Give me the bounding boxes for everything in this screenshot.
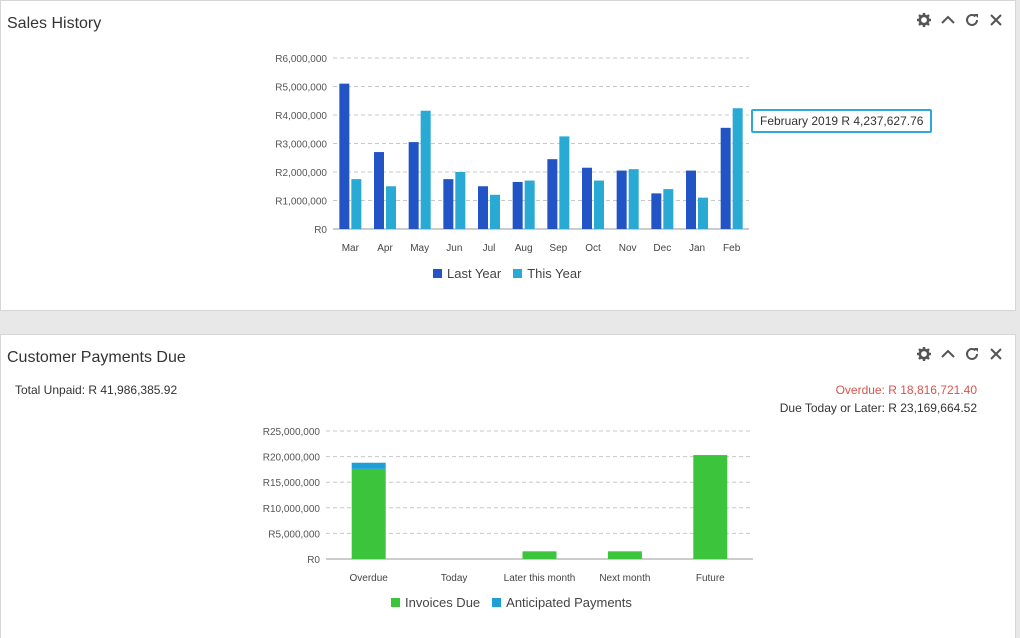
x-tick-label: Nov — [619, 243, 637, 254]
bar-this-year — [594, 180, 604, 229]
legend-item-this-year[interactable]: This Year — [513, 266, 581, 281]
close-icon[interactable] — [987, 11, 1005, 29]
bar-this-year — [524, 180, 535, 229]
x-tick-label: Future — [696, 573, 725, 584]
y-tick-label: R4,000,000 — [275, 111, 327, 122]
bar-last-year — [512, 181, 523, 229]
chart-tooltip: February 2019 R 4,237,627.76 — [751, 109, 933, 133]
x-tick-label: Overdue — [350, 573, 389, 584]
y-tick-label: R5,000,000 — [275, 83, 327, 94]
total-unpaid: Total Unpaid: R 41,986,385.92 — [15, 383, 178, 397]
x-tick-label: Jan — [689, 243, 705, 254]
bar-this-year — [490, 194, 500, 229]
legend-label: Last Year — [447, 266, 502, 281]
sales-history-panel: Sales History R0 R1,000,000 R2,000,000 R3,0… — [0, 0, 1016, 311]
y-tick-label: R0 — [307, 555, 320, 566]
bar-this-year — [386, 186, 396, 229]
bar-last-year — [616, 170, 627, 229]
x-tick-label: Mar — [342, 243, 360, 254]
x-tick-label: Dec — [653, 243, 671, 254]
panel-title: Customer Payments Due — [7, 349, 186, 366]
x-tick-label: May — [410, 243, 429, 254]
refresh-icon[interactable] — [963, 11, 981, 29]
panel-title: Sales History — [7, 15, 102, 32]
y-tick-label: R1,000,000 — [275, 197, 327, 208]
bar-this-year — [628, 169, 639, 229]
gear-icon[interactable] — [915, 11, 933, 29]
panel-tools — [915, 345, 1005, 363]
legend-label: Anticipated Payments — [506, 595, 632, 610]
bar-this-year — [559, 136, 570, 229]
legend-label: Invoices Due — [405, 595, 481, 610]
bar-this-year — [698, 197, 708, 229]
legend-swatch — [492, 598, 502, 607]
x-tick-label: Sep — [549, 243, 567, 254]
y-tick-label: R5,000,000 — [268, 529, 320, 540]
x-tick-label: Later this month — [504, 573, 576, 584]
chevron-up-icon[interactable] — [939, 345, 957, 363]
bar-last-year — [408, 142, 419, 229]
y-tick-label: R15,000,000 — [263, 478, 321, 489]
bar-last-year — [478, 186, 488, 229]
legend-swatch — [513, 269, 523, 278]
x-tick-label: Today — [441, 573, 468, 584]
bar-this-year — [663, 189, 674, 229]
x-tick-label: Jun — [446, 243, 462, 254]
y-tick-label: R0 — [314, 225, 327, 236]
x-tick-label: Aug — [515, 243, 533, 254]
legend-item-invoices-due[interactable]: Invoices Due — [391, 595, 480, 610]
legend-swatch — [433, 269, 442, 278]
chevron-up-icon[interactable] — [939, 11, 957, 29]
bar-last-year — [582, 167, 592, 229]
legend-item-last-year[interactable]: Last Year — [433, 266, 501, 281]
payments-legend: Invoices Due Anticipated Payments — [391, 595, 632, 610]
refresh-icon[interactable] — [963, 345, 981, 363]
x-tick-label: Next month — [599, 573, 650, 584]
x-tick-label: Feb — [723, 243, 741, 254]
bar-anticipated-payments — [351, 462, 386, 469]
legend-item-anticipated-payments[interactable]: Anticipated Payments — [492, 595, 632, 610]
bar-last-year — [374, 152, 384, 229]
bar-last-year — [720, 127, 731, 229]
bar-invoices-due — [607, 551, 642, 559]
legend-label: This Year — [527, 266, 582, 281]
bar-last-year — [547, 159, 558, 229]
due-later-total: Due Today or Later: R 23,169,664.52 — [779, 401, 977, 415]
gear-icon[interactable] — [915, 345, 933, 363]
y-tick-label: R3,000,000 — [275, 140, 327, 151]
bar-last-year — [443, 179, 454, 229]
customer-payments-chart: R0 R5,000,000 R10,000,000 R15,000,000 R20,00… — [263, 427, 753, 584]
x-tick-label: Jul — [483, 243, 496, 254]
panel-tools — [915, 11, 1005, 29]
bar-invoices-due — [522, 551, 557, 559]
bar-this-year — [420, 110, 431, 229]
bar-last-year — [651, 193, 662, 229]
overdue-total: Overdue: R 18,816,721.40 — [835, 383, 977, 397]
x-tick-label: Apr — [377, 243, 393, 254]
bar-this-year — [732, 108, 743, 229]
y-tick-label: R6,000,000 — [275, 54, 327, 65]
bar-last-year — [686, 170, 696, 229]
sales-legend: Last Year This Year — [433, 266, 581, 281]
bar-invoices-due — [693, 455, 728, 559]
y-tick-label: R2,000,000 — [275, 168, 327, 179]
close-icon[interactable] — [987, 345, 1005, 363]
bar-this-year — [351, 179, 362, 229]
customer-payments-panel: Customer Payments Due Total Unpaid: R 41… — [0, 334, 1016, 638]
y-tick-label: R10,000,000 — [263, 504, 321, 515]
bar-last-year — [339, 83, 350, 230]
bar-this-year — [455, 172, 466, 229]
legend-swatch — [391, 598, 400, 607]
bar-invoices-due — [351, 468, 386, 559]
sales-history-chart: R0 R1,000,000 R2,000,000 R3,000,000 R4,000,0… — [275, 54, 749, 254]
x-tick-label: Oct — [585, 243, 601, 254]
y-tick-label: R20,000,000 — [263, 453, 321, 464]
y-tick-label: R25,000,000 — [263, 427, 321, 438]
